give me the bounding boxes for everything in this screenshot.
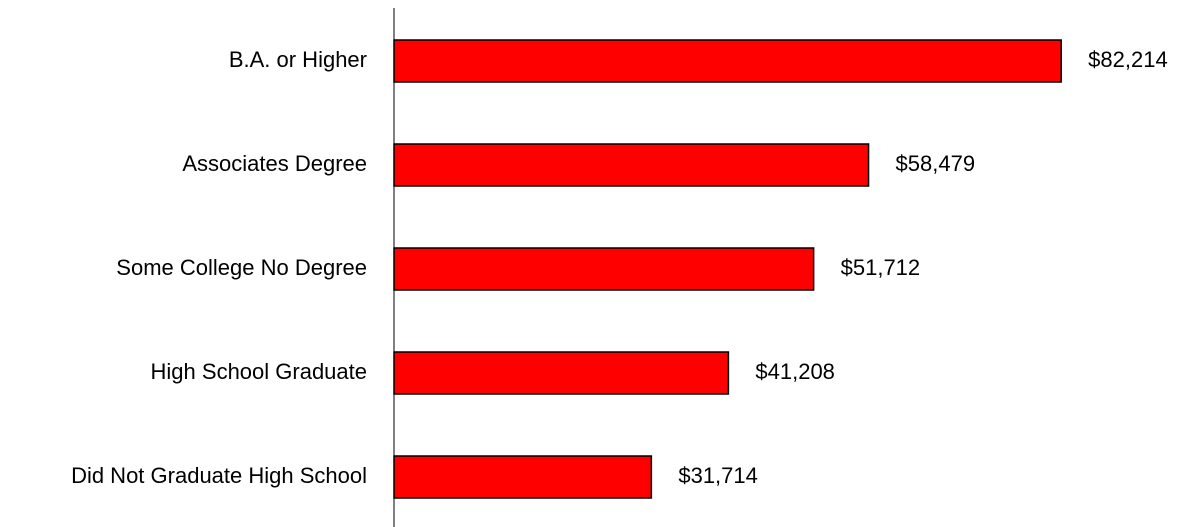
data-label: $31,714 (678, 463, 758, 488)
bars-group (393, 39, 1062, 499)
data-label: $51,712 (841, 255, 921, 280)
category-label: Associates Degree (182, 151, 367, 176)
value-labels-group: $82,214 $58,479 $51,712 $41,208 $31,714 (678, 47, 1167, 488)
data-label: $58,479 (896, 151, 976, 176)
bar (393, 247, 815, 291)
category-labels-group: B.A. or Higher Associates Degree Some Coll… (71, 47, 367, 488)
data-label: $41,208 (755, 359, 835, 384)
bar (393, 455, 653, 499)
category-label: High School Graduate (151, 359, 367, 384)
bar (393, 351, 730, 395)
category-label: B.A. or Higher (229, 47, 367, 72)
bar (393, 143, 870, 187)
category-label: Some College No Degree (116, 255, 367, 280)
bar (393, 39, 1062, 83)
data-label: $82,214 (1088, 47, 1168, 72)
category-label: Did Not Graduate High School (71, 463, 367, 488)
